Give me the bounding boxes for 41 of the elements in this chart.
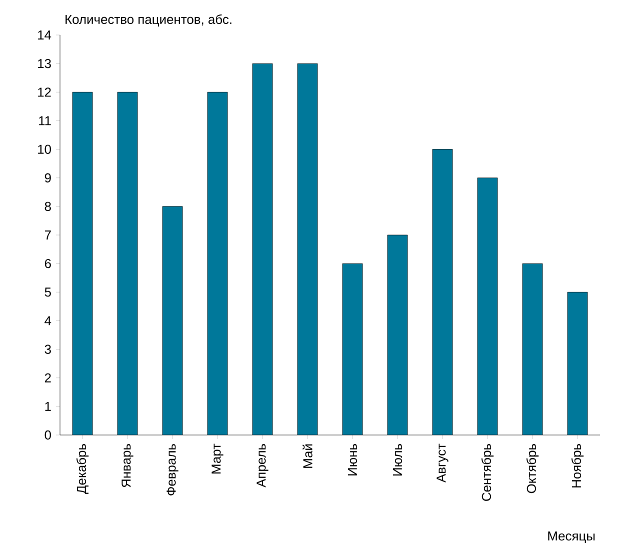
bar: [298, 64, 318, 435]
y-tick-label: 2: [44, 373, 51, 382]
y-tick-label: 6: [44, 258, 51, 268]
x-tick-label: Ноябрь: [571, 444, 584, 488]
x-tick-label: Март: [212, 444, 224, 474]
y-tick-label: 4: [44, 316, 52, 326]
x-tick-label: Апрель: [256, 444, 268, 488]
bar: [432, 149, 453, 435]
x-tick-label: Декабрь: [76, 444, 89, 494]
y-tick-label: 10: [38, 144, 51, 154]
bar: [567, 292, 588, 435]
y-tick-label: 3: [44, 344, 51, 354]
y-tick-label: 1: [45, 402, 51, 411]
y-tick-label: 13: [38, 58, 51, 68]
x-tick-label: Октябрь: [526, 444, 539, 494]
x-tick-label: Февраль: [166, 444, 178, 496]
bar: [118, 92, 138, 435]
x-tick-label: Июнь: [348, 444, 358, 476]
bar: [252, 64, 273, 435]
y-tick-label: 5: [44, 288, 51, 297]
bar: [72, 92, 92, 435]
y-tick-label: 8: [44, 202, 51, 212]
y-axis-title: Количество пациентов, абс.: [66, 14, 232, 26]
bar: [342, 264, 363, 435]
x-tick-label: Июль: [392, 444, 402, 476]
x-axis-title: Месяцы: [548, 532, 595, 544]
bar: [388, 235, 408, 435]
y-tick-label: 14: [38, 30, 52, 40]
x-tick-label: Январь: [122, 444, 134, 488]
x-tick-label: Сентябрь: [481, 444, 494, 501]
bar: [478, 178, 498, 435]
y-tick-label: 7: [44, 230, 51, 240]
y-tick-label: 11: [39, 116, 51, 126]
bar: [162, 206, 183, 435]
y-tick-label: 9: [44, 173, 51, 182]
y-tick-label: 0: [44, 430, 51, 440]
bar: [208, 92, 228, 435]
x-tick-label: Август: [436, 444, 448, 482]
x-tick-label: Май: [302, 444, 312, 468]
bar: [522, 264, 543, 435]
y-tick-label: 12: [38, 88, 51, 97]
